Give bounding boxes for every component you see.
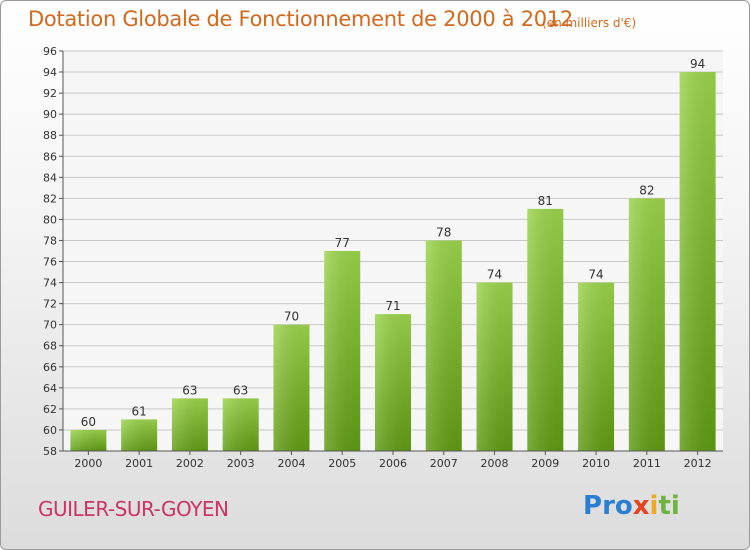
bar-shine [171, 398, 208, 451]
x-tick-label: 2005 [328, 457, 356, 470]
bar-value-label: 94 [690, 57, 705, 71]
commune-name: GUILER-SUR-GOYEN [38, 497, 229, 521]
y-tick-label: 88 [43, 129, 57, 142]
y-tick-label: 66 [43, 361, 57, 374]
x-tick-label: 2008 [481, 457, 509, 470]
bar-shine [70, 429, 107, 451]
bar-value-label: 78 [436, 225, 451, 239]
bar-shine [476, 282, 513, 451]
bar-value-label: 74 [588, 268, 603, 282]
bar-value-label: 77 [335, 236, 350, 250]
x-tick-label: 2000 [74, 457, 102, 470]
y-tick-label: 82 [43, 192, 57, 205]
chart-subtitle: (en milliers d'€) [542, 16, 637, 30]
y-tick-label: 62 [43, 403, 57, 416]
logo-letter: x [632, 491, 650, 521]
y-tick-label: 76 [43, 256, 57, 269]
chart-title: Dotation Globale de Fonctionnement de 20… [28, 7, 573, 31]
bar-shine [628, 198, 665, 451]
y-tick-label: 96 [43, 45, 57, 58]
bar-shine [527, 208, 564, 451]
y-tick-label: 68 [43, 340, 57, 353]
logo-letter: t [658, 491, 671, 521]
bar-shine [121, 419, 158, 451]
bar-value-label: 70 [284, 310, 299, 324]
y-tick-label: 92 [43, 87, 57, 100]
y-tick-label: 58 [43, 445, 57, 458]
bar-value-label: 71 [385, 299, 400, 313]
x-tick-label: 2010 [582, 457, 610, 470]
bar-shine [425, 240, 462, 451]
bar-value-label: 81 [538, 194, 553, 208]
x-tick-label: 2004 [277, 457, 305, 470]
bar-value-label: 63 [182, 383, 197, 397]
bar-value-label: 63 [233, 383, 248, 397]
bar-value-label: 82 [639, 183, 654, 197]
y-tick-label: 74 [43, 277, 57, 290]
bar-value-label: 61 [132, 404, 147, 418]
x-tick-label: 2003 [227, 457, 255, 470]
logo-letter: i [649, 491, 659, 521]
bar-shine [273, 324, 310, 451]
logo-letter: P [583, 491, 603, 521]
x-tick-label: 2011 [633, 457, 661, 470]
y-tick-label: 64 [43, 382, 57, 395]
x-tick-label: 2001 [125, 457, 153, 470]
y-tick-label: 72 [43, 298, 57, 311]
y-tick-label: 70 [43, 319, 57, 332]
y-tick-label: 78 [43, 234, 57, 247]
y-tick-label: 80 [43, 213, 57, 226]
x-tick-label: 2002 [176, 457, 204, 470]
x-tick-label: 2006 [379, 457, 407, 470]
x-tick-label: 2009 [531, 457, 559, 470]
proxiti-logo: Proxiti [583, 491, 680, 521]
logo-letter: r [602, 491, 615, 521]
bar-shine [222, 398, 259, 451]
y-tick-label: 90 [43, 108, 57, 121]
logo-letter: o [614, 491, 633, 521]
x-tick-label: 2007 [430, 457, 458, 470]
bar-shine [679, 72, 716, 451]
bar-value-label: 60 [81, 415, 96, 429]
y-tick-label: 84 [43, 171, 57, 184]
y-tick-label: 94 [43, 66, 57, 79]
bar-shine [578, 282, 615, 451]
y-tick-label: 60 [43, 424, 57, 437]
logo-letter: i [670, 491, 680, 521]
bar-shine [324, 251, 361, 451]
bar-value-label: 74 [487, 268, 502, 282]
bar-shine [375, 314, 411, 451]
y-tick-label: 86 [43, 150, 57, 163]
x-tick-label: 2012 [684, 457, 712, 470]
